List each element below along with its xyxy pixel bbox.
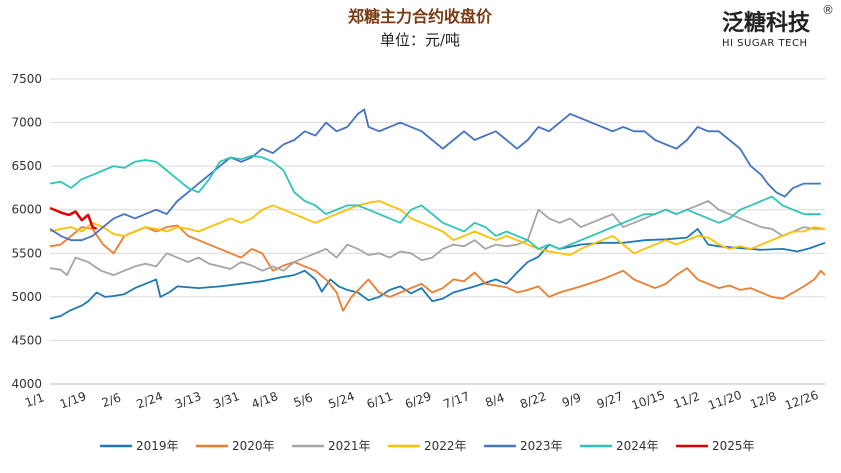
x-tick-label: 10/15 (630, 388, 667, 413)
y-tick-label: 4500 (11, 333, 42, 347)
chart-subtitle: 单位：元/吨 (380, 31, 460, 49)
x-tick-label: 8/4 (483, 390, 506, 410)
series-line (49, 154, 821, 250)
y-tick-label: 5000 (11, 290, 42, 304)
grid-lines (50, 78, 825, 385)
brand-name-cn: 泛糖科技 (722, 10, 811, 36)
x-tick-label: 2/24 (135, 389, 165, 411)
series-line (49, 200, 825, 276)
legend-label: 2023年 (520, 439, 563, 453)
legend-label: 2025年 (712, 439, 755, 453)
y-tick-label: 6000 (11, 203, 42, 217)
x-tick-label: 9/9 (560, 390, 583, 410)
y-tick-label: 6500 (11, 159, 42, 173)
y-tick-label: 7000 (11, 116, 42, 130)
x-tick-label: 5/6 (292, 390, 315, 410)
x-tick-label: 9/27 (595, 389, 625, 411)
legend-label: 2022年 (424, 439, 467, 453)
x-tick-label: 7/17 (441, 389, 471, 411)
series-line (49, 206, 98, 231)
y-axis-ticks: 4000 4500 5000 5500 6000 6500 7000 7500 (11, 72, 42, 391)
x-tick-label: 1/19 (58, 389, 88, 411)
x-tick-label: 1/1 (23, 390, 46, 410)
x-tick-label: 6/11 (365, 389, 395, 411)
x-tick-label: 12/8 (748, 389, 778, 411)
x-axis: 1/1 1/19 2/6 2/24 3/13 3/31 4/18 5/6 5/24 6/11 6/2… (23, 383, 825, 413)
series-line (49, 228, 826, 320)
x-tick-label: 6/29 (403, 389, 433, 411)
legend-label: 2021年 (328, 439, 371, 453)
legend: 2019年 2020年 2021年 2022年 2023年 2024年 2025年 (100, 439, 755, 453)
y-tick-label: 5500 (11, 246, 42, 260)
registered-mark: ® (822, 3, 834, 17)
brand-logo: 泛糖科技 HI SUGAR TECH ® (722, 3, 834, 49)
x-tick-label: 11/2 (672, 389, 702, 411)
series-lines (49, 108, 826, 320)
x-tick-label: 5/24 (326, 389, 356, 411)
x-tick-label: 4/18 (250, 389, 280, 411)
x-tick-label: 3/31 (211, 389, 241, 411)
x-tick-label: 8/22 (518, 389, 548, 411)
series-line (49, 200, 826, 256)
series-line (49, 108, 821, 242)
legend-label: 2019年 (136, 439, 179, 453)
brand-name-en: HI SUGAR TECH (722, 38, 807, 49)
legend-label: 2020年 (232, 439, 275, 453)
chart-title: 郑糖主力合约收盘价 (348, 7, 493, 26)
x-tick-label: 12/26 (783, 388, 820, 413)
x-tick-label: 11/20 (706, 388, 743, 413)
legend-label: 2024年 (616, 439, 659, 453)
x-tick-label: 3/13 (173, 389, 203, 411)
y-tick-label: 4000 (11, 377, 42, 391)
x-tick-label: 2/6 (100, 390, 123, 410)
y-tick-label: 7500 (11, 72, 42, 86)
